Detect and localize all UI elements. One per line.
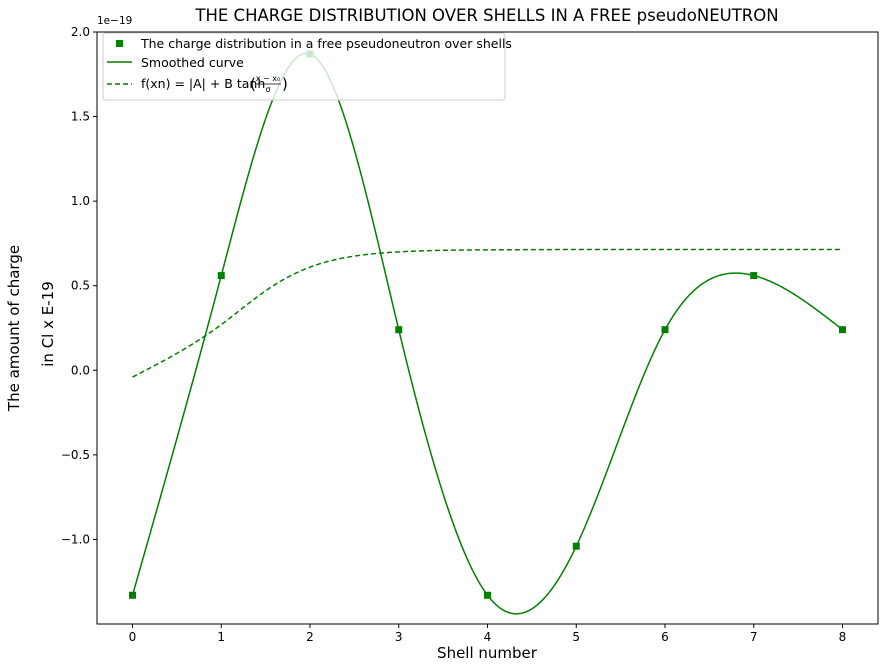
legend-box xyxy=(102,32,506,101)
data-point-marker xyxy=(661,326,669,334)
data-point-marker xyxy=(750,272,758,280)
y-axis-label-line2: in Cl x E-19 xyxy=(39,281,57,366)
legend-frac-den: σ xyxy=(265,85,270,94)
x-axis-label: Shell number xyxy=(437,644,538,662)
legend-marker-data xyxy=(116,40,123,47)
legend-label-smoothed: Smoothed curve xyxy=(141,55,244,70)
y-offset-label: 1e−19 xyxy=(97,15,132,27)
data-point-marker xyxy=(484,591,491,599)
y-axis-label-line1: The amount of charge xyxy=(5,245,23,412)
plot-area: 0 1 2 3 4 5 6 7 8 −1.0 −0.5 0.0 0.5 1.0 1.5 2.0 1e−19 xyxy=(61,15,879,644)
x-tick-label: 1 xyxy=(217,630,225,644)
legend-label-fit: f(xn) = |A| + B tanh xyxy=(141,76,265,91)
series-fit-line xyxy=(132,248,843,378)
y-axis: −1.0 −0.5 0.0 0.5 1.0 1.5 2.0 xyxy=(61,25,97,546)
data-point-marker xyxy=(572,542,580,550)
x-tick-label: 4 xyxy=(484,630,492,644)
y-tick-label: 0.0 xyxy=(71,363,90,377)
x-tick-label: 7 xyxy=(750,630,758,644)
y-tick-label: −1.0 xyxy=(61,532,90,546)
y-tick-label: 2.0 xyxy=(71,25,90,39)
legend-label-data: The charge distribution in a free pseudo… xyxy=(140,36,512,51)
x-tick-label: 5 xyxy=(572,630,580,644)
data-point-marker xyxy=(217,272,225,280)
x-tick-label: 8 xyxy=(839,630,847,644)
legend-paren-open: ( xyxy=(250,75,256,93)
x-tick-label: 3 xyxy=(395,630,403,644)
data-point-marker xyxy=(395,326,403,334)
data-point-marker xyxy=(839,326,846,334)
legend-frac-num: x − x₀ xyxy=(256,74,280,83)
data-point-marker xyxy=(129,591,136,599)
series-smoothed-line xyxy=(131,52,843,615)
y-tick-label: 1.0 xyxy=(71,194,90,208)
x-tick-label: 0 xyxy=(129,630,137,644)
legend-paren-close: ) xyxy=(282,75,288,93)
y-tick-label: 0.5 xyxy=(71,279,90,293)
legend: The charge distribution in a free pseudo… xyxy=(102,32,512,101)
chart-title: THE CHARGE DISTRIBUTION OVER SHELLS IN A… xyxy=(194,6,778,25)
x-tick-label: 6 xyxy=(661,630,669,644)
x-axis: 0 1 2 3 4 5 6 7 8 xyxy=(129,624,847,644)
axes-frame xyxy=(96,31,879,625)
x-tick-label: 2 xyxy=(306,630,314,644)
y-tick-label: 1.5 xyxy=(71,110,90,124)
y-tick-label: −0.5 xyxy=(61,448,90,462)
series-layer xyxy=(129,50,846,615)
